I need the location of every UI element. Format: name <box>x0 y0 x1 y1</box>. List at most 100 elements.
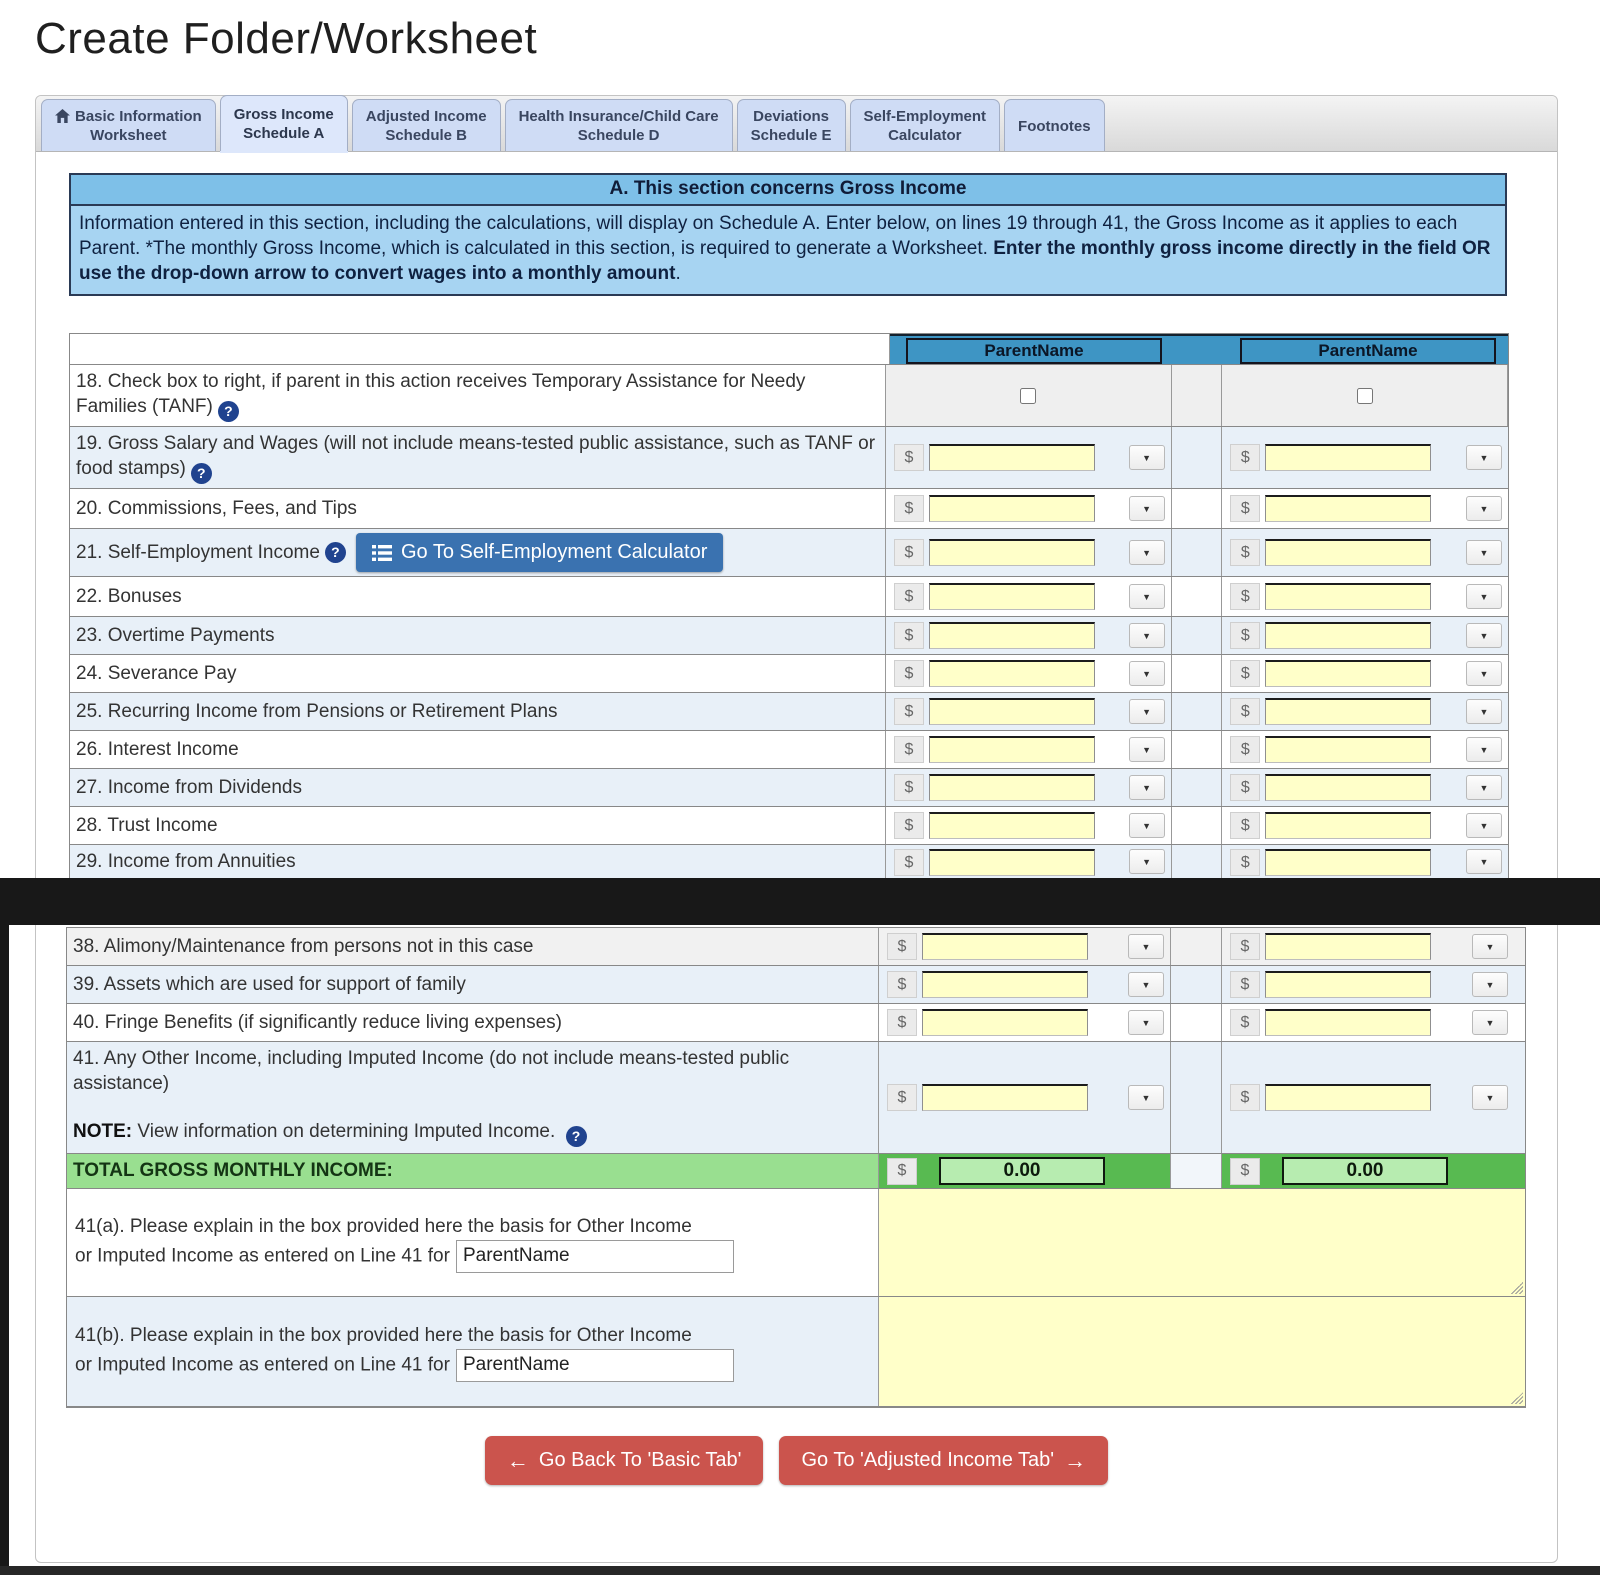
tab-basic-information[interactable]: Basic Information Worksheet <box>41 99 216 151</box>
convert-dropdown-button[interactable]: ▼ <box>1128 584 1165 609</box>
tab-footnotes[interactable]: Footnotes <box>1004 99 1105 151</box>
convert-dropdown-button[interactable]: ▼ <box>1466 661 1502 686</box>
help-icon[interactable]: ? <box>217 401 239 422</box>
convert-dropdown-button[interactable]: ▼ <box>1128 496 1165 521</box>
tab-deviations[interactable]: Deviations Schedule E <box>736 99 846 151</box>
parent1-tanf-checkbox[interactable] <box>1020 387 1037 404</box>
tab-health-insurance-child-care[interactable]: Health Insurance/Child Care Schedule D <box>504 99 733 151</box>
parent2-amount-input[interactable] <box>1265 849 1432 876</box>
tab-adjusted-income[interactable]: Adjusted Income Schedule B <box>351 99 501 151</box>
parent1-amount-cell: $ ▼ <box>879 1042 1171 1153</box>
explanation-textarea-41b[interactable] <box>879 1297 1525 1406</box>
parent1-amount-input[interactable] <box>928 698 1095 725</box>
convert-dropdown-button[interactable]: ▼ <box>1128 623 1165 648</box>
parent2-name-field[interactable] <box>455 1348 734 1382</box>
convert-dropdown-button[interactable]: ▼ <box>1472 1085 1508 1110</box>
convert-dropdown-button[interactable]: ▼ <box>1128 661 1165 686</box>
table-row-28: 28. Trust Income $ ▼ $ ▼ <box>70 807 1508 845</box>
convert-dropdown-button[interactable]: ▼ <box>1128 934 1164 959</box>
currency-label: $ <box>887 1009 917 1036</box>
convert-dropdown-button[interactable]: ▼ <box>1128 775 1165 800</box>
parent1-amount-input[interactable] <box>922 1084 1088 1111</box>
parent2-amount-input[interactable] <box>1265 774 1432 801</box>
parent1-amount-input[interactable] <box>928 583 1095 610</box>
convert-dropdown-button[interactable]: ▼ <box>1466 623 1502 648</box>
go-back-to-basic-tab-button[interactable]: ← Go Back To 'Basic Tab' <box>484 1436 764 1485</box>
convert-dropdown-button[interactable]: ▼ <box>1466 445 1502 470</box>
parent1-amount-input[interactable] <box>928 660 1095 687</box>
convert-dropdown-button[interactable]: ▼ <box>1128 813 1165 838</box>
convert-dropdown-button[interactable]: ▼ <box>1128 1010 1164 1035</box>
convert-dropdown-button[interactable]: ▼ <box>1128 849 1165 874</box>
convert-dropdown-button[interactable]: ▼ <box>1466 699 1502 724</box>
total-gross-monthly-income-row: TOTAL GROSS MONTHLY INCOME: $0.00 $0.00 <box>67 1154 1525 1189</box>
currency-label: $ <box>893 622 924 649</box>
help-icon[interactable]: ? <box>190 463 212 484</box>
parent1-amount-input[interactable] <box>928 495 1095 522</box>
table-row-25: 25. Recurring Income from Pensions or Re… <box>70 693 1508 731</box>
parent2-tanf-checkbox[interactable] <box>1356 387 1373 404</box>
parent2-amount-input[interactable] <box>1265 622 1432 649</box>
parent1-amount-input[interactable] <box>928 849 1095 876</box>
resize-grip-icon[interactable] <box>1511 1282 1523 1294</box>
parent1-amount-input[interactable] <box>928 812 1095 839</box>
tab-gross-income[interactable]: Gross Income Schedule A <box>219 95 348 151</box>
parent1-amount-input[interactable] <box>928 774 1095 801</box>
convert-dropdown-button[interactable]: ▼ <box>1466 540 1502 565</box>
parent2-amount-input[interactable] <box>1265 583 1432 610</box>
convert-dropdown-button[interactable]: ▼ <box>1466 584 1502 609</box>
currency-label: $ <box>1230 660 1261 687</box>
parent1-amount-input[interactable] <box>928 736 1095 763</box>
convert-dropdown-button[interactable]: ▼ <box>1466 849 1502 874</box>
parent2-amount-input[interactable] <box>1265 660 1432 687</box>
parent2-amount-input[interactable] <box>1265 495 1432 522</box>
parent1-name-field[interactable] <box>455 1239 734 1273</box>
parent1-amount-input[interactable] <box>922 971 1088 998</box>
parent1-total-value: 0.00 <box>939 1157 1105 1185</box>
parent2-amount-input[interactable] <box>1265 539 1432 566</box>
parent2-amount-input[interactable] <box>1265 444 1432 471</box>
parent2-amount-input[interactable] <box>1265 1084 1431 1111</box>
convert-dropdown-button[interactable]: ▼ <box>1466 737 1502 762</box>
convert-dropdown-button[interactable]: ▼ <box>1472 972 1508 997</box>
spacer-cell <box>1171 365 1223 426</box>
help-icon[interactable]: ? <box>565 1126 587 1147</box>
convert-dropdown-button[interactable]: ▼ <box>1466 496 1502 521</box>
currency-label: $ <box>1230 622 1261 649</box>
parent2-amount-input[interactable] <box>1265 736 1432 763</box>
convert-dropdown-button[interactable]: ▼ <box>1472 934 1508 959</box>
convert-dropdown-button[interactable]: ▼ <box>1466 813 1502 838</box>
convert-dropdown-button[interactable]: ▼ <box>1466 775 1502 800</box>
parent2-amount-input[interactable] <box>1265 933 1431 960</box>
parent2-amount-input[interactable] <box>1265 1009 1431 1036</box>
convert-dropdown-button[interactable]: ▼ <box>1128 972 1164 997</box>
explanation-textarea-41a[interactable] <box>879 1189 1525 1296</box>
convert-dropdown-button[interactable]: ▼ <box>1128 699 1165 724</box>
convert-dropdown-button[interactable]: ▼ <box>1128 737 1165 762</box>
convert-dropdown-button[interactable]: ▼ <box>1128 445 1165 470</box>
currency-label: $ <box>893 444 924 471</box>
parent1-amount-input[interactable] <box>922 1009 1088 1036</box>
parent1-amount-input[interactable] <box>928 622 1095 649</box>
currency-label: $ <box>893 660 924 687</box>
parent2-amount-input[interactable] <box>1265 971 1431 998</box>
parent1-amount-input[interactable] <box>928 539 1095 566</box>
resize-grip-icon[interactable] <box>1511 1392 1523 1404</box>
currency-label: $ <box>887 1157 917 1185</box>
left-arrow-icon: ← <box>506 1447 529 1473</box>
parent2-amount-input[interactable] <box>1265 812 1432 839</box>
parent1-amount-input[interactable] <box>922 933 1088 960</box>
go-to-self-employment-calculator-button[interactable]: Go To Self-Employment Calculator <box>355 533 724 572</box>
row-label: 28. Trust Income <box>70 807 886 844</box>
help-icon[interactable]: ? <box>324 542 346 563</box>
parent1-amount-input[interactable] <box>928 444 1095 471</box>
convert-dropdown-button[interactable]: ▼ <box>1472 1010 1508 1035</box>
tab-self-employment-calculator[interactable]: Self-Employment Calculator <box>849 99 1001 151</box>
go-to-adjusted-income-tab-button[interactable]: Go To 'Adjusted Income Tab' → <box>779 1436 1109 1485</box>
convert-dropdown-button[interactable]: ▼ <box>1128 1085 1164 1110</box>
currency-label: $ <box>893 539 924 566</box>
spacer-cell <box>1172 693 1223 730</box>
convert-dropdown-button[interactable]: ▼ <box>1128 540 1165 565</box>
parent2-amount-input[interactable] <box>1265 698 1432 725</box>
parent2-total-value: 0.00 <box>1282 1157 1448 1185</box>
